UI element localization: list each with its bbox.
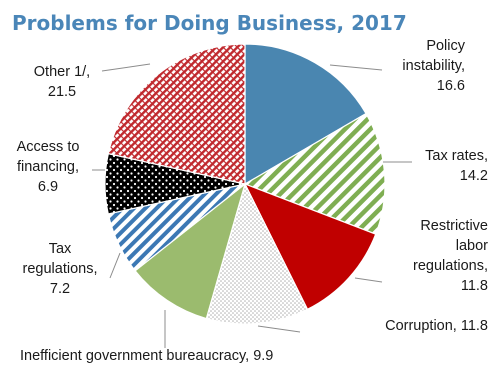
pie-slice-corruption xyxy=(205,182,309,325)
slice-label: Corruption, 11.8 xyxy=(385,318,488,334)
slice-label-line: 21.5 xyxy=(48,84,76,100)
slice-label-line: Inefficient government bureaucracy, 9.9 xyxy=(20,348,273,364)
pie-slice-policy-instability xyxy=(244,43,367,186)
slice-label: Inefficient government bureaucracy, 9.9 xyxy=(20,348,273,364)
slice-label-line: Restrictive xyxy=(420,218,488,234)
slice-label-line: 14.2 xyxy=(460,168,488,184)
slice-label-line: Policy xyxy=(426,38,465,54)
slice-label-line: financing, xyxy=(17,159,79,175)
slice-label-line: Access to xyxy=(17,139,80,155)
pie-slice-tax-rates xyxy=(243,112,386,235)
pie-slice-other-1 xyxy=(107,43,246,185)
slice-label-line: Corruption, 11.8 xyxy=(385,318,488,334)
slice-label: Policy instability, 16.6 xyxy=(402,38,465,94)
leader-line xyxy=(257,325,301,333)
pie-slice-inefficient-government-bureaucracy xyxy=(134,182,247,320)
slice-label: Restrictive labor regulations, 11.8 xyxy=(413,218,488,294)
slice-label-line: regulations, xyxy=(23,261,98,277)
slice-labels: Policy instability, 16.6 Tax rates, 14.2 Rest… xyxy=(17,38,489,364)
slice-label: Other 1/, 21.5 xyxy=(34,64,90,100)
slice-label-line: 7.2 xyxy=(50,281,70,297)
leader-line xyxy=(109,252,121,279)
slice-label-line: labor xyxy=(456,238,488,254)
leader-line xyxy=(329,64,383,71)
slice-label: Tax rates, 14.2 xyxy=(425,148,488,184)
slice-label-line: 16.6 xyxy=(437,78,465,94)
leader-line xyxy=(101,63,151,72)
slice-label-line: 11.8 xyxy=(461,278,488,294)
slice-label-line: 6.9 xyxy=(38,179,58,195)
pie-slices xyxy=(104,43,386,325)
chart-title: Problems for Doing Business, 2017 xyxy=(12,11,407,35)
leader-lines xyxy=(92,63,412,348)
slice-label: Tax regulations, 7.2 xyxy=(23,241,98,297)
slice-label-line: regulations, xyxy=(413,258,488,274)
pie-slice-restrictive-labor-regulations xyxy=(243,182,377,311)
leader-line xyxy=(354,277,383,283)
slice-label-line: Tax xyxy=(49,241,72,257)
slice-label-line: Tax rates, xyxy=(425,148,488,164)
slice-label: Access to financing, 6.9 xyxy=(17,139,80,195)
slice-label-line: instability, xyxy=(402,58,465,74)
slice-label-line: Other 1/, xyxy=(34,64,90,80)
